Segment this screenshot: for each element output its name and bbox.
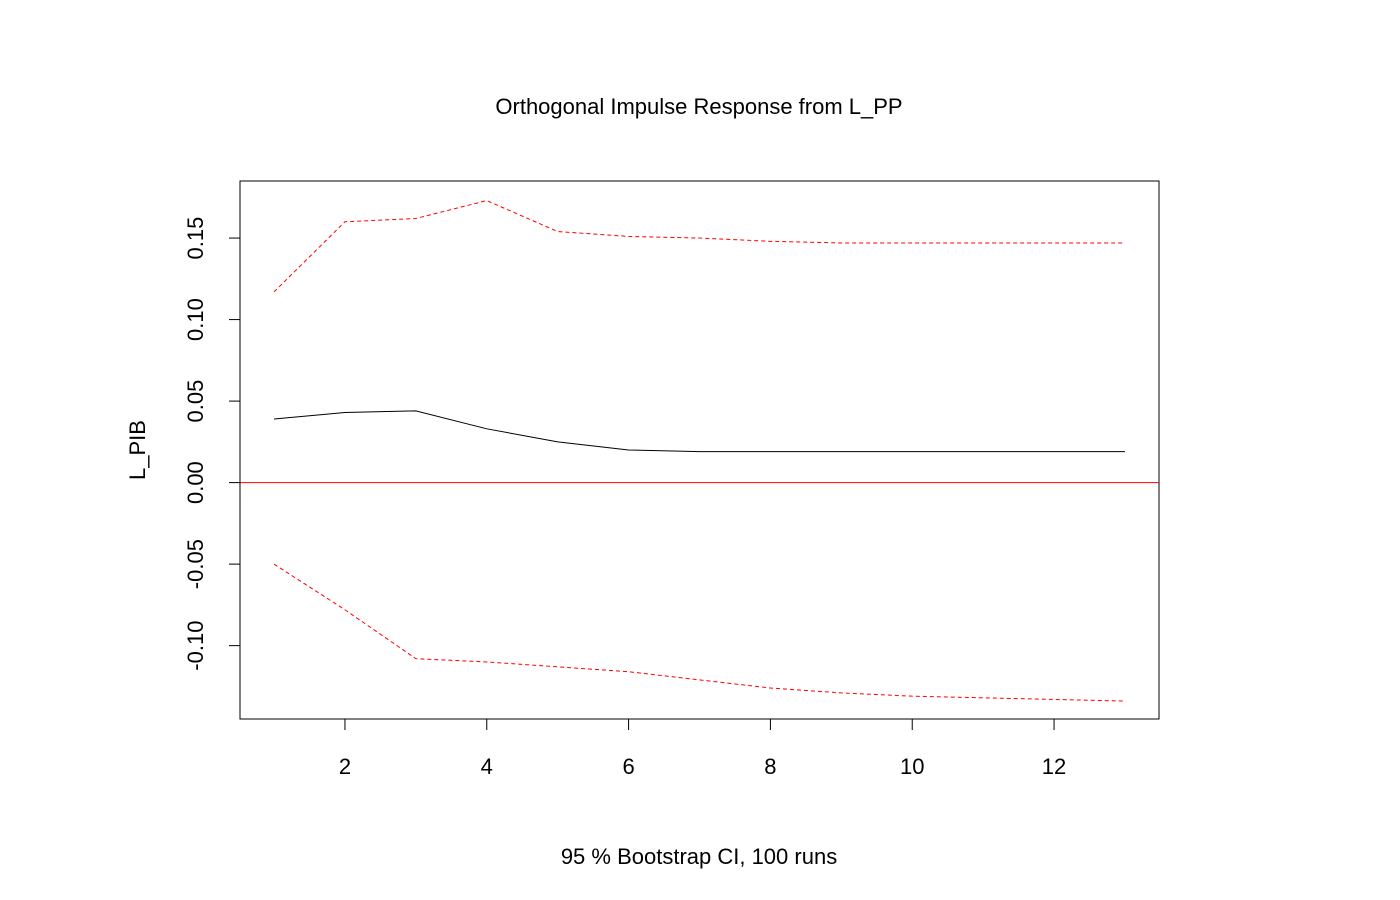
x-axis-label: 95 % Bootstrap CI, 100 runs bbox=[561, 844, 837, 869]
x-tick-label: 6 bbox=[622, 754, 634, 779]
x-tick-label: 2 bbox=[339, 754, 351, 779]
y-tick-label: 0.15 bbox=[183, 217, 208, 260]
x-axis: 2 4 6 8 10 12 bbox=[339, 718, 1066, 779]
y-tick-label: 0.00 bbox=[183, 461, 208, 504]
plot-layer bbox=[240, 200, 1159, 702]
y-tick-label: -0.05 bbox=[183, 539, 208, 589]
y-axis-label: L_PIB bbox=[125, 420, 150, 480]
y-tick-label: 0.10 bbox=[183, 298, 208, 341]
plot-frame bbox=[239, 180, 1160, 720]
y-axis: -0.10 -0.05 0.00 0.05 0.10 0.15 bbox=[183, 217, 241, 671]
series-line-upper bbox=[273, 200, 1125, 293]
series-line-response bbox=[273, 410, 1125, 453]
x-tick-label: 4 bbox=[481, 754, 493, 779]
series-line-lower bbox=[273, 563, 1125, 702]
chart-title: Orthogonal Impulse Response from L_PP bbox=[495, 94, 902, 119]
y-tick-label: -0.10 bbox=[183, 621, 208, 671]
y-tick-label: 0.05 bbox=[183, 380, 208, 423]
x-tick-label: 8 bbox=[764, 754, 776, 779]
x-tick-label: 10 bbox=[900, 754, 924, 779]
x-tick-label: 12 bbox=[1042, 754, 1066, 779]
